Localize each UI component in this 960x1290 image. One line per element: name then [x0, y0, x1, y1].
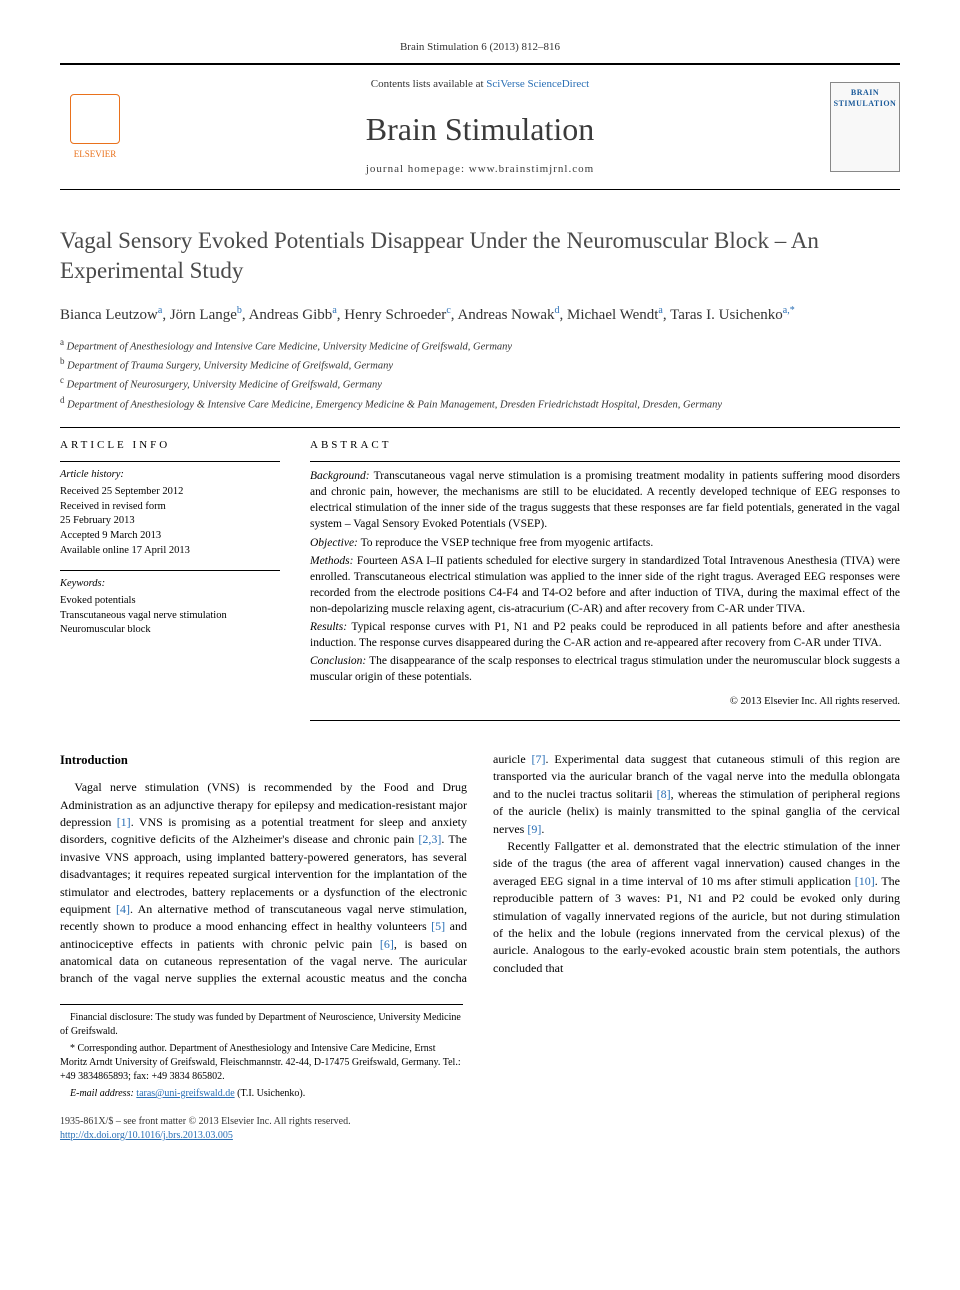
history-line: 25 February 2013 [60, 514, 280, 529]
email-link[interactable]: taras@uni-greifswald.de [136, 1088, 234, 1099]
ref-link[interactable]: [4] [116, 902, 130, 916]
header-center: Contents lists available at SciVerse Sci… [142, 77, 818, 177]
affiliations: a Department of Anesthesiology and Inten… [60, 336, 900, 413]
email-label: E-mail address: [70, 1088, 136, 1099]
affiliation-d: d Department of Anesthesiology & Intensi… [60, 394, 900, 413]
issn-copyright: 1935-861X/$ – see front matter © 2013 El… [60, 1115, 900, 1129]
homepage-line: journal homepage: www.brainstimjrnl.com [142, 162, 818, 177]
elsevier-label: ELSEVIER [74, 148, 117, 161]
abstract-column: ABSTRACT Background: Transcutaneous vaga… [310, 438, 900, 721]
email-line: E-mail address: taras@uni-greifswald.de … [60, 1087, 463, 1101]
keywords-label: Keywords: [60, 577, 280, 592]
keyword: Neuromuscular block [60, 623, 280, 638]
ref-link[interactable]: [5] [431, 919, 445, 933]
elsevier-logo[interactable]: ELSEVIER [60, 87, 130, 167]
author[interactable]: Michael Wendta [567, 307, 663, 323]
history-line: Received in revised form [60, 500, 280, 515]
history-line: Available online 17 April 2013 [60, 544, 280, 559]
abstract-background: Background: Transcutaneous vagal nerve s… [310, 468, 900, 532]
homepage-prefix: journal homepage: [366, 163, 469, 175]
keyword: Transcutaneous vagal nerve stimulation [60, 609, 280, 624]
keyword: Evoked potentials [60, 594, 280, 609]
history-line: Received 25 September 2012 [60, 485, 280, 500]
cover-title: BRAIN STIMULATION [833, 87, 897, 109]
doi-link[interactable]: http://dx.doi.org/10.1016/j.brs.2013.03.… [60, 1130, 233, 1141]
contents-line: Contents lists available at SciVerse Sci… [142, 77, 818, 92]
ref-link[interactable]: [2,3] [418, 832, 441, 846]
journal-cover-thumbnail[interactable]: BRAIN STIMULATION [830, 82, 900, 172]
ref-link[interactable]: [7] [532, 752, 546, 766]
corresponding-author: * Corresponding author. Department of An… [60, 1042, 463, 1084]
author[interactable]: Bianca Leutzowa [60, 307, 162, 323]
article-history-block: Article history: Received 25 September 2… [60, 461, 280, 558]
abstract-copyright: © 2013 Elsevier Inc. All rights reserved… [310, 695, 900, 710]
sciencedirect-link[interactable]: SciVerse ScienceDirect [486, 78, 589, 90]
elsevier-tree-icon [70, 94, 120, 144]
authors-list: Bianca Leutzowa, Jörn Langeb, Andreas Gi… [60, 304, 900, 326]
ref-link[interactable]: [8] [657, 787, 671, 801]
abstract-heading: ABSTRACT [310, 438, 900, 453]
introduction-heading: Introduction [60, 751, 467, 769]
abstract-methods: Methods: Fourteen ASA I–II patients sche… [310, 553, 900, 617]
author[interactable]: Andreas Gibba [249, 307, 337, 323]
ref-link[interactable]: [10] [855, 874, 875, 888]
contents-prefix: Contents lists available at [371, 78, 486, 90]
abstract-results: Results: Typical response curves with P1… [310, 619, 900, 651]
info-abstract-row: ARTICLE INFO Article history: Received 2… [60, 427, 900, 721]
affiliation-b: b Department of Trauma Surgery, Universi… [60, 355, 900, 374]
article-info-column: ARTICLE INFO Article history: Received 2… [60, 438, 280, 721]
article-info-heading: ARTICLE INFO [60, 438, 280, 453]
email-suffix: (T.I. Usichenko). [235, 1088, 306, 1099]
author[interactable]: Taras I. Usichenkoa,* [670, 307, 795, 323]
citation: Brain Stimulation 6 (2013) 812–816 [60, 40, 900, 55]
abstract-top-rule [310, 461, 900, 462]
history-label: Article history: [60, 468, 280, 483]
affiliation-c: c Department of Neurosurgery, University… [60, 374, 900, 393]
homepage-url[interactable]: www.brainstimjrnl.com [469, 163, 594, 175]
body-paragraph: Recently Fallgatter et al. demonstrated … [493, 838, 900, 977]
bottom-bar: 1935-861X/$ – see front matter © 2013 El… [60, 1115, 900, 1143]
abstract-conclusion: Conclusion: The disappearance of the sca… [310, 653, 900, 685]
journal-header: ELSEVIER Contents lists available at Sci… [60, 63, 900, 190]
body-text: Introduction Vagal nerve stimulation (VN… [60, 751, 900, 988]
history-line: Accepted 9 March 2013 [60, 529, 280, 544]
article-title: Vagal Sensory Evoked Potentials Disappea… [60, 226, 900, 286]
affiliation-a: a Department of Anesthesiology and Inten… [60, 336, 900, 355]
author[interactable]: Jörn Langeb [170, 307, 242, 323]
ref-link[interactable]: [9] [527, 822, 541, 836]
keywords-block: Keywords: Evoked potentials Transcutaneo… [60, 570, 280, 638]
ref-link[interactable]: [1] [117, 815, 131, 829]
abstract-objective: Objective: To reproduce the VSEP techniq… [310, 535, 900, 551]
footnotes: Financial disclosure: The study was fund… [60, 1004, 463, 1101]
author[interactable]: Andreas Nowakd [457, 307, 559, 323]
journal-name: Brain Stimulation [142, 107, 818, 152]
author[interactable]: Henry Schroederc [344, 307, 451, 323]
ref-link[interactable]: [6] [380, 937, 394, 951]
abstract-bottom-rule [310, 720, 900, 721]
financial-disclosure: Financial disclosure: The study was fund… [60, 1011, 463, 1039]
